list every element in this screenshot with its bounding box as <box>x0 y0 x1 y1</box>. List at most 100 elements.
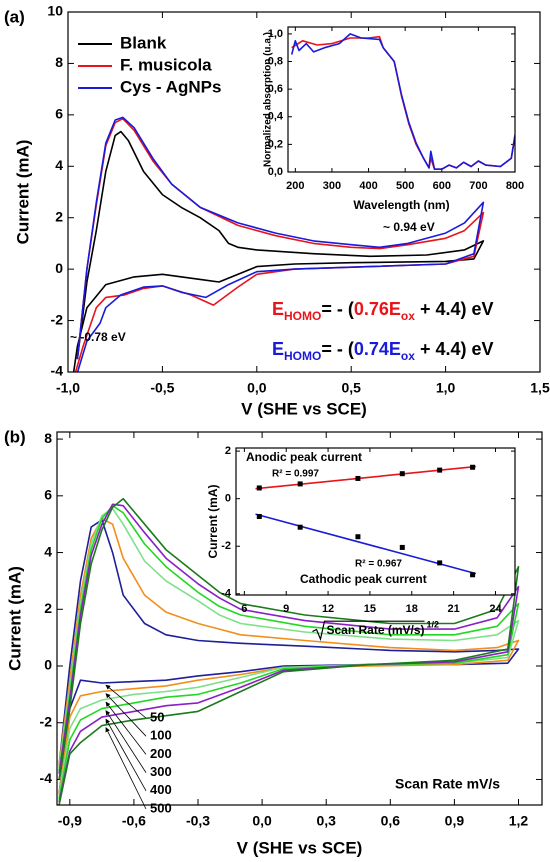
x-tick-label: -0,9 <box>58 813 82 829</box>
y-tick-label: -2 <box>51 311 64 327</box>
x-axis-label: Wavelength (nm) <box>353 198 449 212</box>
y-tick-label: 4 <box>44 543 52 559</box>
y-tick-label: 8 <box>44 430 52 446</box>
equation-part: = - ( <box>321 339 354 359</box>
data-point <box>470 464 476 470</box>
legend-label: Blank <box>120 33 167 52</box>
equation-part: E <box>272 299 284 319</box>
equation-part: 0.76E <box>354 299 401 319</box>
equation-part: 0.74E <box>354 339 401 359</box>
x-tick-label: 6 <box>241 603 247 615</box>
y-tick-label: 0,2 <box>268 138 283 150</box>
cv-curve <box>58 517 520 794</box>
annotation: ~ -0.78 eV <box>70 330 126 344</box>
x-tick-label: 0,5 <box>341 380 361 396</box>
legend-title: Scan Rate mV/s <box>395 776 500 792</box>
x-axis-label-exponent: 1/2 <box>427 620 440 630</box>
plot-frame <box>56 431 543 806</box>
y-tick-label: 0 <box>44 657 52 673</box>
cv-curve <box>58 519 520 794</box>
equation-part: HOMO <box>284 349 321 363</box>
arrow <box>105 710 147 773</box>
y-tick-label: 1,0 <box>268 28 283 40</box>
plot-background <box>288 27 515 172</box>
x-axis-label: V (SHE vs SCE) <box>237 838 363 857</box>
x-tick-label: 0,3 <box>316 813 336 829</box>
x-tick-label: 0,6 <box>381 813 401 829</box>
y-tick-label: 0,0 <box>268 166 283 178</box>
scan-rate-label: 300 <box>150 764 172 779</box>
y-axis-label: Normalized absorption (u.a.) <box>263 32 274 167</box>
data-point <box>297 524 303 530</box>
x-tick-label: 12 <box>322 603 334 615</box>
data-point <box>437 467 443 473</box>
scan-rate-label: 500 <box>150 800 172 815</box>
r2-label: R² = 0.997 <box>272 469 319 480</box>
cv-curve <box>58 503 520 803</box>
arrow <box>105 684 147 719</box>
x-tick-label: 300 <box>323 180 341 192</box>
y-tick-label: -2 <box>221 540 231 552</box>
data-point <box>297 481 303 487</box>
x-tick-label: 0,0 <box>247 380 267 396</box>
x-tick-label: 700 <box>469 180 487 192</box>
radical-sign <box>312 620 425 642</box>
equation: EHOMO= - (0.74Eox + 4.4) eV <box>272 339 494 363</box>
data-point <box>355 475 361 481</box>
y-axis-label: Current (mA) <box>206 484 220 558</box>
y-tick-label: 0 <box>55 260 63 276</box>
equation-part: = - ( <box>321 299 354 319</box>
x-tick-label: 1,2 <box>509 813 529 829</box>
y-tick-label: 2 <box>55 208 63 224</box>
legend-label: Cys - AgNPs <box>120 77 221 96</box>
y-tick-label: 0,8 <box>268 55 283 67</box>
data-point <box>256 514 262 520</box>
x-tick-label: -0,3 <box>186 813 210 829</box>
x-tick-label: 24 <box>489 603 502 615</box>
y-tick-label: 2 <box>44 600 52 616</box>
y-tick-label: -2 <box>40 713 53 729</box>
scan-rate-label: 400 <box>150 782 172 797</box>
y-tick-label: 2 <box>225 445 231 457</box>
data-point <box>399 471 405 477</box>
cv-curve <box>72 130 485 372</box>
equation: EHOMO= - (0.76Eox + 4.4) eV <box>272 299 494 323</box>
equation-part: + 4.4) eV <box>415 299 494 319</box>
series-label: Anodic peak current <box>246 450 362 464</box>
x-tick-label: -0,6 <box>122 813 146 829</box>
panel-label: (a) <box>4 7 25 26</box>
y-axis-label: Current (mA) <box>13 140 32 245</box>
data-point <box>256 485 262 491</box>
x-tick-label: 15 <box>364 603 376 615</box>
data-point <box>355 534 361 540</box>
x-tick-label: 800 <box>506 180 524 192</box>
annotation: ~ 0.94 eV <box>383 220 435 234</box>
y-tick-label: 8 <box>55 54 63 70</box>
y-tick-label: -4 <box>221 588 232 600</box>
x-tick-label: 1,0 <box>436 380 456 396</box>
legend-label: F. musicola <box>120 55 212 74</box>
data-point <box>399 544 405 550</box>
equation-part: E <box>272 339 284 359</box>
x-axis-label: V (SHE vs SCE) <box>241 399 367 418</box>
x-tick-label: 500 <box>396 180 414 192</box>
x-tick-label: 9 <box>283 603 289 615</box>
y-tick-label: -4 <box>40 770 53 786</box>
scan-rate-label: 200 <box>150 746 172 761</box>
absorption-curve <box>290 33 515 170</box>
equation-part: + 4.4) eV <box>415 339 494 359</box>
scan-rate-label: 50 <box>150 709 164 724</box>
equation-part: HOMO <box>284 309 321 323</box>
x-tick-label: -0,5 <box>150 380 174 396</box>
y-tick-label: 0,6 <box>268 83 283 95</box>
x-tick-label: 200 <box>286 180 304 192</box>
data-point <box>470 572 476 578</box>
arrow <box>105 718 147 791</box>
arrow <box>105 701 147 755</box>
x-tick-label: 18 <box>406 603 418 615</box>
arrow <box>105 727 147 810</box>
x-axis-label: Scan Rate (mV/s) <box>326 623 424 637</box>
x-tick-label: 0,9 <box>445 813 465 829</box>
y-tick-label: 10 <box>47 3 63 19</box>
